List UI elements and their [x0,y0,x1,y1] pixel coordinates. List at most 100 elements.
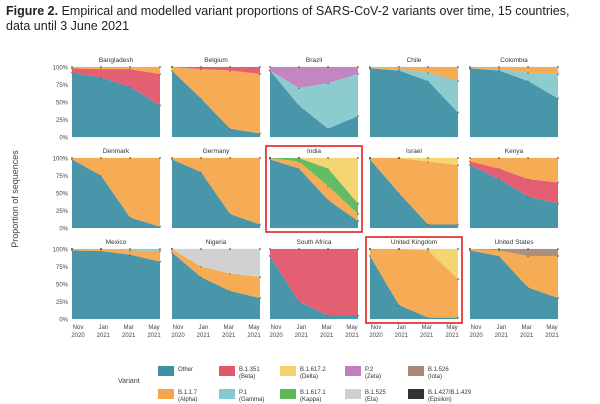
point-iota [556,247,560,251]
point-alpha [199,156,203,160]
area-alpha [470,67,558,74]
x-tick-year: 2021 [545,333,559,339]
area-delta [370,158,458,165]
panel-title: Colombia [500,57,528,64]
y-tick-label: 75% [56,174,69,180]
legend-sublabel: (Epsilon) [428,397,452,403]
area-alpha [270,158,358,221]
panel-denmark: Denmark 100% 75% 50% 25% 0% [53,148,162,233]
area-alpha [370,158,458,225]
legend-swatch [280,366,296,376]
x-tick-month: May [148,325,159,331]
x-tick-month: Nov [471,325,482,331]
point-alpha [128,65,132,69]
area-alpha [470,158,558,183]
x-tick-year: 2020 [469,333,483,339]
point-beta [268,247,272,251]
point-iota [497,247,501,251]
y-tick-label: 25% [56,209,69,215]
legend-swatch [345,389,361,399]
area-other [72,159,160,228]
area-beta [270,249,358,316]
legend-sublabel: (Delta) [300,374,318,380]
legend-swatch [219,366,235,376]
legend-label: B.1.427/B.1.429 [428,390,472,396]
point-eta [228,247,232,251]
legend-item-other: Other [158,366,193,376]
panel-title: Chile [407,57,422,64]
legend-sublabel: (Beta) [239,374,255,380]
panel-title: Bangladesh [99,57,134,64]
point-beta [258,65,262,69]
area-other [172,159,260,228]
x-tick-month: Jan [496,325,506,331]
area-alpha [172,249,260,298]
area-zeta [270,67,358,88]
area-alpha [370,249,458,318]
x-tick-month: Mar [123,325,133,331]
point-alpha [556,156,560,160]
area-other [370,256,458,319]
panel-title: Belgium [204,57,227,64]
y-tick-label: 100% [53,157,69,163]
legend-label: B.1.1.7 [178,390,198,396]
y-axis-label: Proportion of sequences [10,150,20,248]
panel-united-kingdom: United Kingdom [365,236,463,324]
figure-label: Figure 2. [6,4,59,18]
area-alpha [172,67,260,134]
point-alpha [497,156,501,160]
point-alpha [258,156,262,160]
legend-swatch [408,366,424,376]
legend-swatch [158,366,174,376]
point-delta [297,156,301,160]
point-delta [268,156,272,160]
point-beta [228,65,232,69]
point-gamma [99,247,103,251]
point-alpha [368,65,372,69]
x-tick-year: 2021 [197,333,211,339]
panels-grid: Bangladesh 100% 75% 50% 25% 0% Belgium Brazil Ch… [53,57,560,324]
point-eta [199,247,203,251]
panel-brazil: Brazil [268,57,360,138]
panel-title: Brazil [306,57,323,64]
legend-swatch [408,389,424,399]
legend-item-iota: B.1.526(Iota) [408,366,449,380]
point-beta [297,247,301,251]
x-tick-year: 2021 [97,333,111,339]
legend-sublabel: (Alpha) [178,397,197,403]
y-tick-label: 100% [53,248,69,254]
area-beta [172,67,260,74]
legend-label: Other [178,367,193,373]
point-alpha [158,156,162,160]
area-gamma [270,70,358,129]
y-tick-label: 50% [56,283,69,289]
x-tick-month: Mar [421,325,431,331]
point-beta [170,65,174,69]
x-tick-year: 2020 [369,333,383,339]
point-gamma [158,247,162,251]
legend-item-kappa: B.1.617.1(Kappa) [280,389,326,403]
legend-label: B.1.617.2 [300,367,326,373]
point-delta [426,156,430,160]
area-gamma [470,68,558,99]
panel-title: India [307,148,321,155]
area-beta [470,161,558,204]
point-beta [326,247,330,251]
point-zeta [268,65,272,69]
area-other [370,68,458,137]
legend-title: Variant [118,378,140,385]
x-tick-year: 2020 [71,333,85,339]
point-delta [456,156,460,160]
point-alpha [456,65,460,69]
area-other [370,159,458,228]
point-beta [356,247,360,251]
legend-label: P.1 [239,390,248,396]
legend-item-alpha: B.1.1.7(Alpha) [158,389,198,403]
panel-israel: Israel [368,148,460,229]
x-tick-year: 2021 [247,333,261,339]
panel-belgium: Belgium [170,57,262,138]
y-tick-label: 0% [59,227,68,233]
legend-item-gamma: P.1(Gamma) [219,389,264,403]
x-axis: Nov 2020 Jan 2021 Mar 2021 May 2021 Nov 2020 Jan 20… [71,325,559,339]
legend-swatch [158,389,174,399]
